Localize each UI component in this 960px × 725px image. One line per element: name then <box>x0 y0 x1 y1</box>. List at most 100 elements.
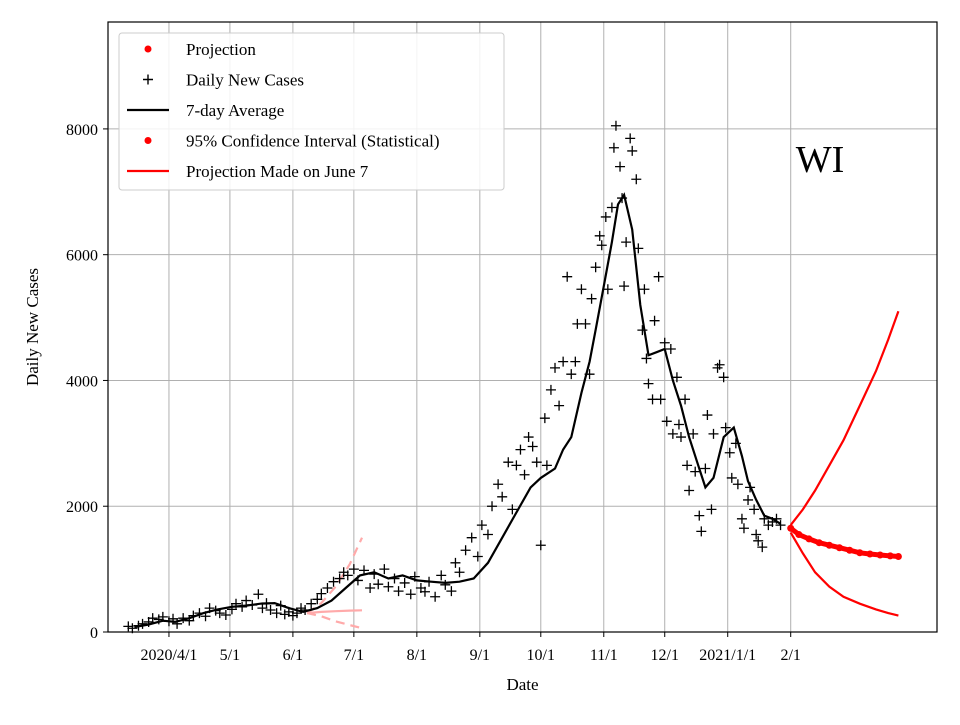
daily-case-point <box>665 344 676 355</box>
daily-case-point <box>606 202 617 213</box>
daily-case-point <box>515 444 526 455</box>
daily-case-point <box>531 457 542 468</box>
daily-case-point <box>627 145 638 156</box>
daily-case-point <box>590 262 601 273</box>
daily-case-point <box>680 394 691 405</box>
daily-case-point <box>466 532 477 543</box>
daily-case-point <box>753 535 764 546</box>
legend-marker-dot <box>144 45 152 53</box>
daily-case-point <box>639 284 650 295</box>
daily-case-point <box>682 460 693 471</box>
daily-case-point <box>460 545 471 556</box>
x-tick-label: 10/1 <box>527 647 555 664</box>
daily-case-point <box>220 610 231 621</box>
x-tick-label: 2020/4/1 <box>141 647 198 664</box>
june7-projection-line <box>306 537 363 614</box>
projection-point <box>795 531 803 539</box>
daily-case-point <box>775 520 786 531</box>
daily-case-point <box>436 570 447 581</box>
daily-case-point <box>446 586 457 597</box>
daily-case-point <box>667 428 678 439</box>
daily-case-point <box>566 369 577 380</box>
x-tick-label: 5/1 <box>220 647 240 664</box>
daily-case-point <box>659 337 670 348</box>
confidence-interval-line <box>789 310 900 526</box>
daily-case-point <box>655 394 666 405</box>
daily-case-point <box>550 362 561 373</box>
legend-marker-dot <box>144 137 152 144</box>
daily-case-point <box>265 604 276 615</box>
seven-day-average-line <box>134 192 782 629</box>
daily-case-point <box>399 577 410 588</box>
projection-point <box>856 549 864 557</box>
daily-case-point <box>507 504 518 515</box>
x-tick-label: 9/1 <box>470 647 490 664</box>
state-annotation: WI <box>796 139 845 181</box>
daily-case-point <box>580 318 591 329</box>
daily-case-point <box>702 410 713 421</box>
y-tick-label: 4000 <box>66 373 98 390</box>
x-tick-label: 7/1 <box>344 647 364 664</box>
daily-case-point <box>718 372 729 383</box>
daily-case-point <box>476 520 487 531</box>
daily-case-point <box>684 485 695 496</box>
daily-case-point <box>405 589 416 600</box>
daily-case-point <box>373 579 384 590</box>
projection-point <box>886 552 894 560</box>
daily-case-point <box>503 457 514 468</box>
daily-case-point <box>600 211 611 222</box>
daily-case-point <box>393 586 404 597</box>
confidence-interval-layer <box>306 537 363 630</box>
daily-case-point <box>241 595 252 606</box>
daily-case-point <box>708 428 719 439</box>
daily-case-point <box>673 419 684 430</box>
daily-case-point <box>688 428 699 439</box>
x-tick-label: 6/1 <box>283 647 303 664</box>
legend-label: 95% Confidence Interval (Statistical) <box>186 132 440 151</box>
daily-case-point <box>608 142 619 153</box>
legend-marker-plus <box>143 74 153 85</box>
daily-case-point <box>732 479 743 490</box>
daily-case-point <box>279 609 290 620</box>
y-axis-label: Daily New Cases <box>23 268 42 386</box>
daily-case-point <box>316 588 327 599</box>
daily-case-point <box>535 540 546 551</box>
daily-case-point <box>430 591 441 602</box>
daily-case-point <box>545 384 556 395</box>
daily-case-point <box>749 504 760 515</box>
daily-case-point <box>554 400 565 411</box>
daily-case-point <box>482 529 493 540</box>
daily-case-point <box>637 325 648 336</box>
daily-case-point <box>348 564 359 575</box>
daily-case-point <box>450 557 461 568</box>
daily-case-point <box>253 589 264 600</box>
daily-case-point <box>328 576 339 587</box>
daily-case-point <box>643 378 654 389</box>
x-axis-label: Date <box>506 675 538 694</box>
daily-case-point <box>312 594 323 605</box>
daily-case-point <box>596 240 607 251</box>
daily-case-point <box>511 460 522 471</box>
daily-case-point <box>594 230 605 241</box>
daily-case-point <box>625 133 636 144</box>
daily-case-point <box>497 491 508 502</box>
y-tick-label: 8000 <box>66 122 98 139</box>
daily-case-point <box>641 353 652 364</box>
daily-case-point <box>271 608 282 619</box>
daily-case-point <box>706 504 717 515</box>
daily-case-point <box>541 460 552 471</box>
x-tick-label: 11/1 <box>590 647 618 664</box>
daily-case-point <box>602 284 613 295</box>
daily-case-point <box>724 447 735 458</box>
daily-case-point <box>694 510 705 521</box>
daily-case-point <box>539 413 550 424</box>
daily-case-point <box>472 551 483 562</box>
daily-case-point <box>738 523 749 534</box>
daily-case-point <box>147 613 158 624</box>
projection-point <box>835 544 843 552</box>
daily-case-point <box>696 526 707 537</box>
daily-case-point <box>671 372 682 383</box>
daily-case-point <box>751 529 762 540</box>
legend: Projection Daily New Cases 7-day Average 95… <box>118 32 505 191</box>
